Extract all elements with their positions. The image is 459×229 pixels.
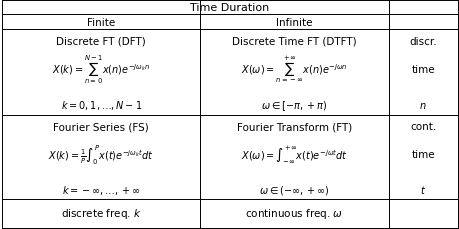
Text: $n$: $n$: [419, 101, 426, 110]
Text: discrete freq. $k$: discrete freq. $k$: [61, 207, 141, 221]
Text: $\omega \in (-\infty, +\infty)$: $\omega \in (-\infty, +\infty)$: [258, 183, 329, 196]
Text: discr.: discr.: [409, 36, 436, 46]
Text: Infinite: Infinite: [275, 18, 312, 27]
Text: time: time: [410, 65, 434, 74]
Text: continuous freq. $\omega$: continuous freq. $\omega$: [245, 207, 343, 221]
Text: Discrete FT (DFT): Discrete FT (DFT): [56, 36, 146, 46]
Text: Fourier Series (FS): Fourier Series (FS): [53, 122, 149, 131]
Text: $X(\omega) = \int_{-\infty}^{+\infty} x(t)e^{-j\omega t}dt$: $X(\omega) = \int_{-\infty}^{+\infty} x(…: [241, 144, 347, 164]
Text: $k = -\infty, \ldots, +\infty$: $k = -\infty, \ldots, +\infty$: [62, 183, 140, 196]
Text: Time Duration: Time Duration: [190, 3, 269, 13]
Text: Fourier Transform (FT): Fourier Transform (FT): [236, 122, 351, 131]
Text: $k = 0, 1, \ldots, N-1$: $k = 0, 1, \ldots, N-1$: [61, 99, 141, 112]
Text: $t$: $t$: [419, 183, 425, 195]
Text: Discrete Time FT (DTFT): Discrete Time FT (DTFT): [232, 36, 356, 46]
Text: $X(k) = \frac{1}{P}\int_0^{P} x(t)e^{-j\omega_k t}dt$: $X(k) = \frac{1}{P}\int_0^{P} x(t)e^{-j\…: [48, 142, 154, 166]
Text: cont.: cont.: [409, 122, 436, 131]
Text: $\omega \in [-\pi, +\pi)$: $\omega \in [-\pi, +\pi)$: [261, 98, 327, 112]
Text: $X(k) = \sum_{n=0}^{N-1} x(n)e^{-j\omega_k n}$: $X(k) = \sum_{n=0}^{N-1} x(n)e^{-j\omega…: [52, 53, 150, 86]
Text: Finite: Finite: [87, 18, 115, 27]
Text: $X(\omega) = \sum_{n=-\infty}^{+\infty} x(n)e^{-j\omega n}$: $X(\omega) = \sum_{n=-\infty}^{+\infty} …: [241, 54, 347, 85]
Text: time: time: [410, 149, 434, 159]
